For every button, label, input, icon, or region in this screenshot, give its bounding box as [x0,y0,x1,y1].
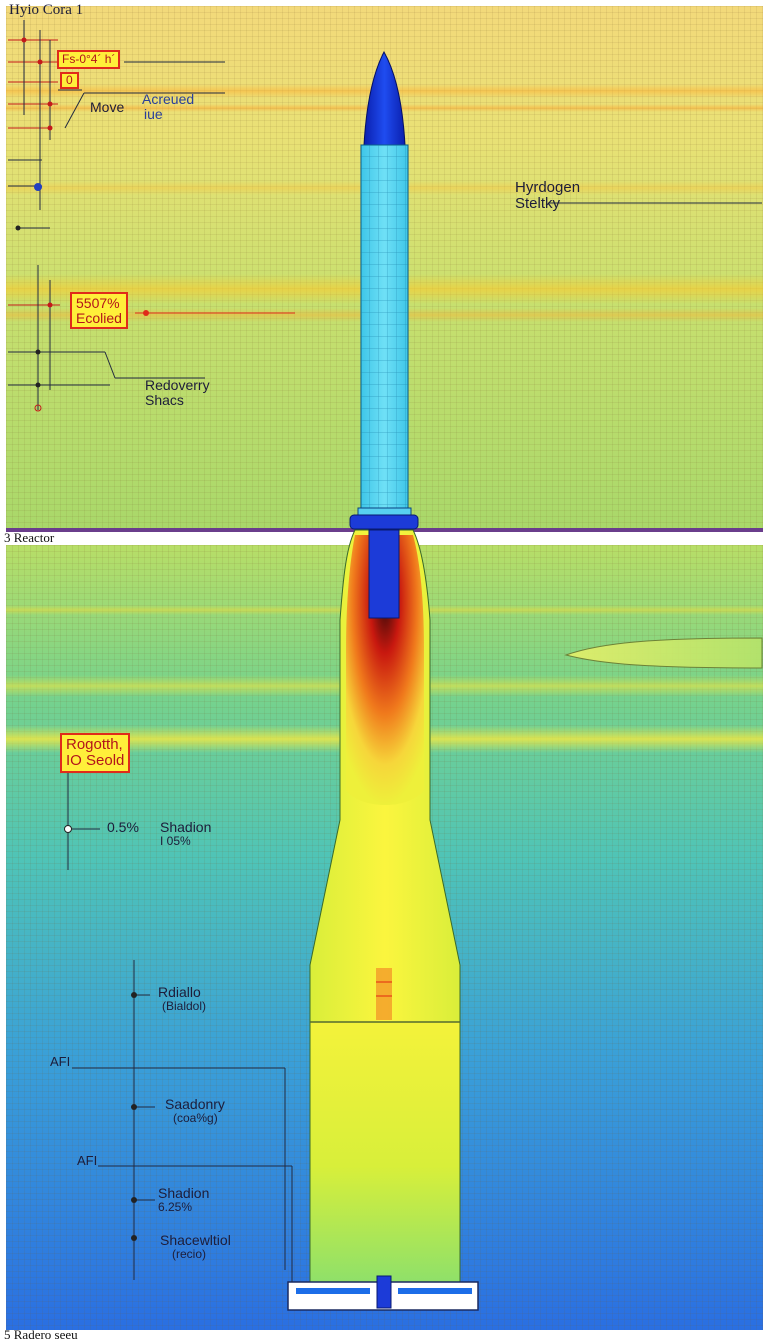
coupling-collar [349,514,419,530]
shadowy-label: Saadonry (coa%g) [165,1096,225,1125]
base-plate-strip [398,1288,472,1294]
corner-index-box: 0 [60,72,79,89]
shielded-label: Shacewltiol (recio) [160,1232,231,1261]
radiation-label: Rdiallo (Bialdol) [158,984,207,1013]
shadion-1-label: Shadion I 05% [160,819,212,848]
move-label: Move [90,99,125,115]
nose-cone [363,50,406,146]
annotation-nodes-top [15,37,149,412]
hydrogen-label: Hyrdogen Steltky [515,179,581,212]
af-label-1: AFI [50,1054,71,1069]
shadion-1-value: 0.5% [107,819,139,835]
base-plate-strip [296,1288,370,1294]
recovery-label: Redoverry Shacs [145,377,210,408]
annotation-lines-top [8,39,60,306]
lower-skirt [309,1021,461,1285]
ecolied-value-box: 5507% Ecolied [70,292,128,330]
corner-value-box: Fs-0°4´ h´ [57,50,121,69]
reactor-core-heat [346,535,424,805]
shadion-2-label: Shadion 6.25% [158,1185,210,1214]
reactor-caption: 3 Reactor [4,530,55,545]
af-label-2: AFI [77,1153,98,1168]
regolith-value-box: Rogotth, IO Seold [60,733,131,773]
control-element [376,968,392,1020]
bottom-caption: 5 Radero seeu [4,1327,78,1342]
fuel-rod-assembly [368,529,400,619]
panel-title: Hyio Cora 1 [9,2,84,18]
upper-body-grid [361,145,408,515]
accrued-label: Acreued iue [142,91,195,122]
annotation-nodes-bottom [64,825,137,1241]
base-post [376,1275,392,1309]
annotation-lines-bottom [67,770,293,1282]
side-flow-wedge [564,637,763,669]
